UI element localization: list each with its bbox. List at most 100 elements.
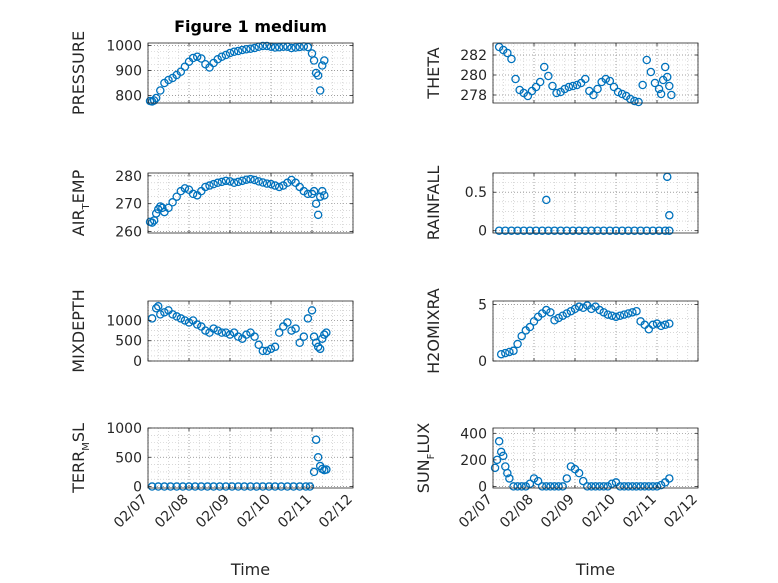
data-point xyxy=(313,453,323,462)
axes-box xyxy=(492,42,699,104)
x-axis-label: Time xyxy=(230,560,270,579)
data-series xyxy=(494,42,676,107)
data-point xyxy=(311,338,321,348)
data-point xyxy=(642,226,652,235)
data-point xyxy=(213,178,222,188)
data-series xyxy=(490,437,674,491)
data-point xyxy=(213,326,222,335)
data-point xyxy=(667,90,676,100)
data-point xyxy=(274,182,284,192)
data-point xyxy=(496,447,506,457)
data-point xyxy=(233,332,243,341)
data-point xyxy=(501,226,510,235)
data-point xyxy=(225,177,235,186)
data-point xyxy=(560,84,570,94)
data-point xyxy=(505,347,514,357)
data-point xyxy=(315,192,325,201)
data-point xyxy=(153,482,163,491)
data-point xyxy=(301,482,311,491)
y-axis-label: H2OMIXRA xyxy=(424,288,443,374)
x-tick-label: 02/08 xyxy=(497,492,537,532)
data-point xyxy=(581,74,590,84)
data-point xyxy=(531,226,541,235)
data-point xyxy=(642,55,652,65)
y-tick-label: 278 xyxy=(460,88,487,104)
data-point xyxy=(188,53,198,63)
data-point xyxy=(320,330,329,339)
data-point xyxy=(295,42,304,52)
data-point xyxy=(507,226,516,235)
data-series xyxy=(147,435,331,491)
data-series xyxy=(145,174,329,227)
data-point xyxy=(587,304,596,314)
data-point xyxy=(607,311,617,320)
x-tick-label: 02/09 xyxy=(193,492,233,532)
subplot-mixdepth: 0 500 1000 MIXDEPTH xyxy=(69,289,354,373)
data-series xyxy=(494,172,674,235)
data-point xyxy=(262,179,272,188)
tick-marks xyxy=(492,428,699,488)
data-point xyxy=(313,71,323,80)
data-series xyxy=(496,301,674,359)
y-axis-label: RAINFALL xyxy=(424,166,443,241)
y-axis-label-main: AIR xyxy=(69,209,88,236)
data-point xyxy=(599,226,608,235)
data-point xyxy=(636,226,645,235)
data-point xyxy=(153,302,163,311)
y-tick-label: 280 xyxy=(460,68,487,84)
data-point xyxy=(535,77,545,87)
data-point xyxy=(507,54,516,64)
data-point xyxy=(303,42,313,52)
data-point xyxy=(291,324,300,333)
y-axis-label: SUNFLUX xyxy=(414,423,437,493)
minor-grid xyxy=(492,172,699,233)
minor-grid xyxy=(147,173,354,233)
data-point xyxy=(628,482,637,491)
data-point xyxy=(632,306,641,316)
y-axis-label: TERRMSL xyxy=(69,423,92,494)
y-tick-label: 500 xyxy=(115,450,142,466)
data-point xyxy=(550,226,559,235)
data-point xyxy=(540,62,549,72)
data-point xyxy=(589,90,598,100)
data-point xyxy=(160,308,169,317)
y-tick-label: 900 xyxy=(115,64,142,80)
data-point xyxy=(276,482,286,491)
data-point xyxy=(270,482,280,491)
data-point xyxy=(317,186,327,196)
data-point xyxy=(166,482,175,491)
data-point xyxy=(533,476,543,486)
y-tick-label: 282 xyxy=(460,48,487,64)
data-point xyxy=(258,346,268,356)
y-axis-label-subscript: M xyxy=(81,442,92,451)
data-point xyxy=(168,310,177,319)
data-point xyxy=(562,309,572,318)
data-point xyxy=(665,319,674,328)
data-point xyxy=(151,209,161,218)
data-point xyxy=(605,226,615,235)
data-point xyxy=(574,302,584,311)
y-axis-label-main: TERR xyxy=(69,451,88,494)
y-axis-label-main: THETA xyxy=(424,47,443,99)
data-point xyxy=(307,306,317,315)
data-point xyxy=(258,41,268,51)
data-point xyxy=(525,322,535,332)
data-point xyxy=(190,482,200,491)
data-point xyxy=(624,482,633,491)
data-point xyxy=(646,67,656,77)
data-point xyxy=(617,226,627,235)
data-point xyxy=(652,319,662,328)
data-point xyxy=(238,45,247,55)
data-point xyxy=(242,175,251,184)
data-point xyxy=(548,81,557,91)
x-tick-label: 02/11 xyxy=(275,492,315,532)
data-point xyxy=(593,84,602,94)
x-tick-label: 02/12 xyxy=(316,492,356,532)
data-point xyxy=(201,182,210,192)
data-point xyxy=(151,304,161,313)
data-point xyxy=(258,482,268,491)
data-point xyxy=(542,195,551,205)
y-axis-label-tail: LUX xyxy=(414,423,433,454)
data-point xyxy=(615,482,625,491)
data-point xyxy=(160,482,169,491)
